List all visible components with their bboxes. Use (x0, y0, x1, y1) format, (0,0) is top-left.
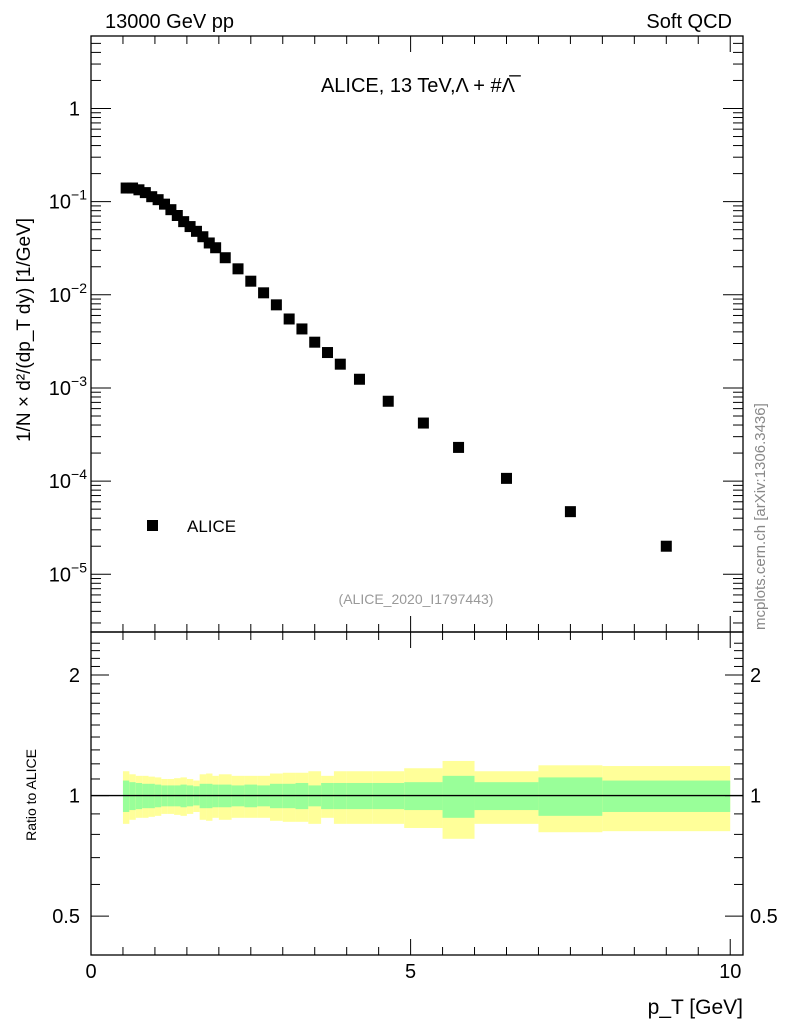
data-point (133, 184, 145, 196)
ratio-plot-frame (90, 631, 744, 956)
header-right: Soft QCD (646, 11, 732, 33)
header-left: 13000 GeV pp (105, 11, 234, 33)
data-point (353, 373, 365, 385)
y-tick-exponent: −3 (71, 373, 87, 389)
data-point (417, 417, 429, 429)
data-point (152, 194, 164, 206)
y-tick-label: 10−4 (49, 466, 87, 493)
main-plot-frame (90, 35, 744, 633)
legend-marker (147, 520, 158, 531)
ratio-y-tick-label-left: 2 (69, 665, 80, 687)
data-point (500, 472, 512, 484)
data-point (120, 182, 132, 194)
data-point (309, 336, 321, 348)
data-point (322, 347, 334, 359)
y-tick-label: 10−3 (49, 373, 87, 400)
data-point (159, 198, 171, 210)
y-tick-label: 10−1 (49, 187, 87, 214)
x-tick-label: 0 (85, 961, 96, 983)
side-label: mcplots.cern.ch [arXiv:1306.3436] (752, 403, 769, 630)
analysis-id: (ALICE_2020_I1797443) (339, 591, 494, 607)
data-point (165, 204, 177, 216)
data-point (382, 395, 394, 407)
x-tick-label: 10 (719, 961, 741, 983)
ratio-y-axis-label: Ratio to ALICE (23, 749, 39, 841)
x-tick-label: 5 (405, 961, 416, 983)
data-point (258, 287, 270, 299)
stat-uncertainty-band (122, 780, 130, 812)
y-tick-exponent: −5 (71, 559, 87, 575)
data-point (127, 182, 139, 194)
ratio-y-tick-label-right: 2 (750, 665, 761, 687)
data-point (245, 275, 257, 287)
ratio-y-tick-label-left: 0.5 (52, 906, 80, 928)
data-point (232, 263, 244, 275)
y-tick-exponent: −2 (71, 280, 87, 296)
data-point (270, 299, 282, 311)
data-point (197, 231, 209, 243)
main-plot-title: ALICE, 13 TeV,Λ + #Λ̅ (321, 74, 521, 97)
data-point (171, 209, 183, 221)
data-point (184, 221, 196, 233)
stat-uncertainty-band (538, 777, 603, 816)
data-point (283, 313, 295, 325)
data-point (219, 252, 231, 264)
y-tick-exponent: −4 (71, 466, 87, 482)
y-tick-label: 10−5 (49, 559, 87, 586)
data-point (453, 441, 465, 453)
y-tick-exponent: −1 (71, 187, 87, 203)
data-point (334, 358, 346, 370)
y-tick-label: 10−2 (49, 280, 87, 307)
data-point (660, 540, 672, 552)
data-point (203, 237, 215, 249)
stat-uncertainty-band (602, 780, 731, 812)
data-point (210, 242, 222, 254)
ratio-y-tick-label-left: 1 (69, 786, 80, 808)
data-point (564, 506, 576, 518)
data-point (190, 225, 202, 237)
y-tick-label: 1 (69, 98, 80, 120)
data-point (146, 191, 158, 203)
data-point (139, 187, 151, 199)
main-y-axis-label: 1/N × d²/(dp_T dy) [1/GeV] (14, 218, 35, 442)
data-point (178, 216, 190, 228)
legend-label: ALICE (187, 517, 236, 536)
ratio-y-tick-label-right: 0.5 (750, 906, 778, 928)
data-point (296, 323, 308, 335)
x-axis-label: p_T [GeV] (648, 996, 743, 1019)
stat-uncertainty-band (442, 775, 475, 818)
ratio-y-tick-label-right: 1 (750, 786, 761, 808)
